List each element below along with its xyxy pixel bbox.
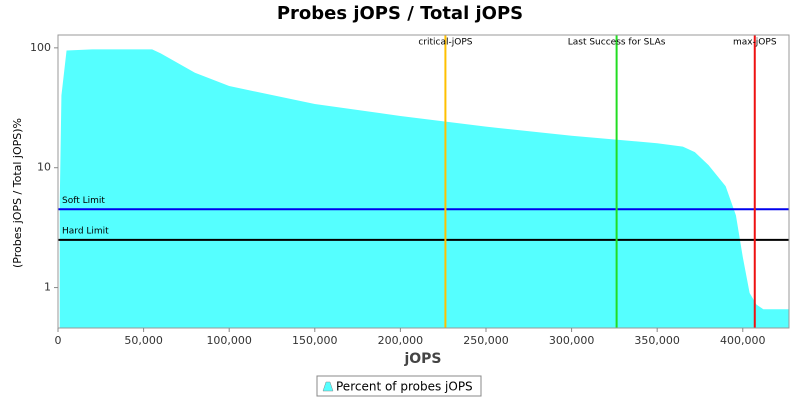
x-tick-label: 250,000 [463, 334, 509, 347]
plot-border [57, 34, 790, 329]
legend [316, 375, 482, 397]
x-tick-label: 150,000 [292, 334, 338, 347]
y-tick-label: 100 [30, 41, 51, 54]
x-tick-label: 300,000 [549, 334, 595, 347]
limit-label: Soft Limit [62, 196, 105, 206]
plot: Soft Limit Hard Limit critical-jOPS Last Su… [58, 35, 790, 328]
y-axis-label: (Probes jOPS / Total jOPS)% [11, 118, 24, 268]
y-tick-label: 1 [44, 281, 51, 294]
limit-label: Hard Limit [62, 226, 109, 236]
legend-marker [322, 381, 334, 392]
x-tick-label: 400,000 [720, 334, 766, 347]
x-tick-label: 350,000 [634, 334, 680, 347]
x-tick-label: 0 [55, 334, 62, 347]
y-tick-label: 10 [37, 161, 51, 174]
chart-title: Probes jOPS / Total jOPS [277, 3, 523, 24]
area [59, 49, 790, 328]
marker-label: max-jOPS [733, 38, 777, 48]
marker-label: critical-jOPS [418, 38, 472, 48]
x-tick-label: 50,000 [124, 334, 163, 347]
x-tick-label: 100,000 [206, 334, 252, 347]
x-axis-label: jOPS [403, 351, 441, 367]
legend-label: Percent of probes jOPS [336, 380, 473, 394]
marker-label: Last Success for SLAs [568, 38, 666, 48]
x-tick-label: 200,000 [378, 334, 424, 347]
